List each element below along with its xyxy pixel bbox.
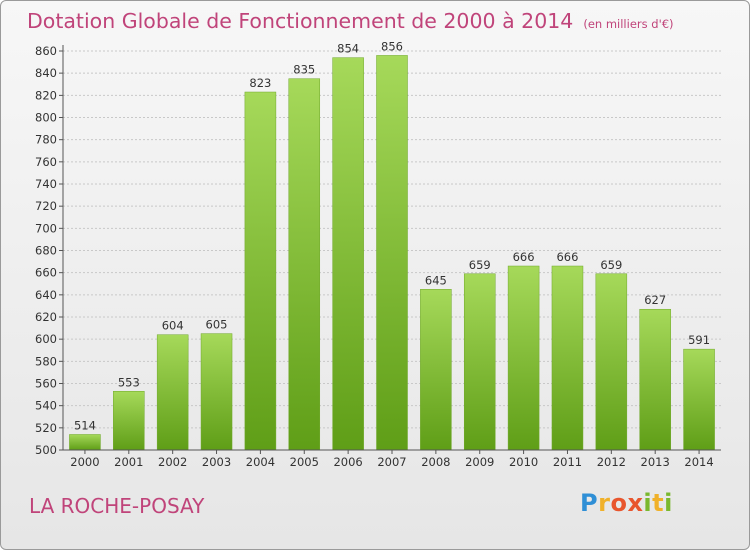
bar-2007: [376, 55, 408, 451]
bar-2001: [113, 391, 145, 451]
bar-2013: [639, 308, 671, 451]
data-label-2009: 659: [469, 258, 491, 272]
y-tick-label: 520: [35, 421, 57, 435]
x-tick-label-2012: 2012: [597, 455, 626, 469]
data-label-2006: 854: [337, 42, 359, 56]
data-label-2014: 591: [688, 333, 710, 347]
x-tick-label-2011: 2011: [553, 455, 582, 469]
y-tick-label: 800: [35, 111, 57, 125]
y-tick-label: 820: [35, 88, 57, 102]
y-tick-label: 720: [35, 199, 57, 213]
x-tick-label-2010: 2010: [509, 455, 538, 469]
data-label-2001: 553: [118, 375, 140, 389]
chart-title: Dotation Globale de Fonctionnement de 20…: [27, 9, 674, 33]
x-tick-label-2000: 2000: [70, 455, 99, 469]
y-tick-label: 600: [35, 332, 57, 346]
x-tick-label-2008: 2008: [421, 455, 450, 469]
bar-2012: [595, 273, 628, 451]
y-axis-ticks: 500 520 540 560 580 600 620 640 660 680 700 720 740 7…: [35, 44, 63, 457]
x-tick-label-2004: 2004: [246, 455, 275, 469]
data-label-2013: 627: [644, 293, 666, 307]
x-tick-label-2006: 2006: [333, 455, 362, 469]
y-tick-label: 700: [35, 221, 57, 235]
x-tick-label-2001: 2001: [114, 455, 143, 469]
bar-2010: [507, 265, 540, 451]
data-label-2008: 645: [425, 273, 447, 287]
data-label-2007: 856: [381, 39, 403, 53]
x-tick-label-2007: 2007: [377, 455, 406, 469]
y-tick-label: 560: [35, 377, 57, 391]
x-tick-label-2009: 2009: [465, 455, 494, 469]
y-tick-label: 660: [35, 266, 57, 280]
bar-2000: [69, 434, 101, 451]
y-tick-label: 640: [35, 288, 57, 302]
bar-2004: [244, 91, 277, 451]
bars: [69, 55, 715, 451]
data-label-2005: 835: [293, 63, 315, 77]
y-tick-label: 500: [35, 443, 57, 457]
x-tick-label-2005: 2005: [290, 455, 319, 469]
data-label-2012: 659: [600, 258, 622, 272]
y-tick-label: 540: [35, 399, 57, 413]
bar-2008: [420, 289, 452, 451]
x-tick-label-2013: 2013: [641, 455, 670, 469]
bar-2003: [200, 333, 233, 451]
bar-2002: [156, 334, 189, 451]
x-axis-ticks: 2000 2001 2002 2003 2004 2005 2006 2007 2008 2009…: [70, 450, 714, 469]
bar-2005: [288, 78, 321, 451]
y-tick-label: 780: [35, 133, 57, 147]
bar-2009: [463, 273, 496, 451]
data-label-2011: 666: [556, 250, 578, 264]
data-label-2010: 666: [513, 250, 535, 264]
commune-name: LA ROCHE-POSAY: [29, 494, 205, 518]
bar-2011: [551, 265, 584, 451]
data-label-2003: 605: [206, 318, 228, 332]
bar-2014: [683, 348, 715, 451]
y-tick-label: 860: [35, 44, 57, 58]
y-tick-label: 840: [35, 66, 57, 80]
x-tick-label-2014: 2014: [684, 455, 713, 469]
data-label-2002: 604: [162, 319, 184, 333]
chart-title-text: Dotation Globale de Fonctionnement de 20…: [27, 9, 574, 33]
bar-2006: [332, 57, 364, 451]
y-tick-label: 620: [35, 310, 57, 324]
axes: [62, 45, 721, 451]
data-label-2000: 514: [74, 418, 96, 432]
proxiti-logo: Proxiti: [580, 489, 673, 517]
data-labels: 514 553 604 605 823 835 854 856 645 659 666 666 659 6…: [74, 39, 710, 432]
y-tick-label: 680: [35, 244, 57, 258]
x-tick-label-2002: 2002: [158, 455, 187, 469]
chart-unit-label: (en milliers d'€): [583, 17, 674, 31]
x-tick-label-2003: 2003: [202, 455, 231, 469]
data-label-2004: 823: [249, 76, 271, 90]
y-tick-label: 760: [35, 155, 57, 169]
y-tick-label: 580: [35, 354, 57, 368]
y-tick-label: 740: [35, 177, 57, 191]
